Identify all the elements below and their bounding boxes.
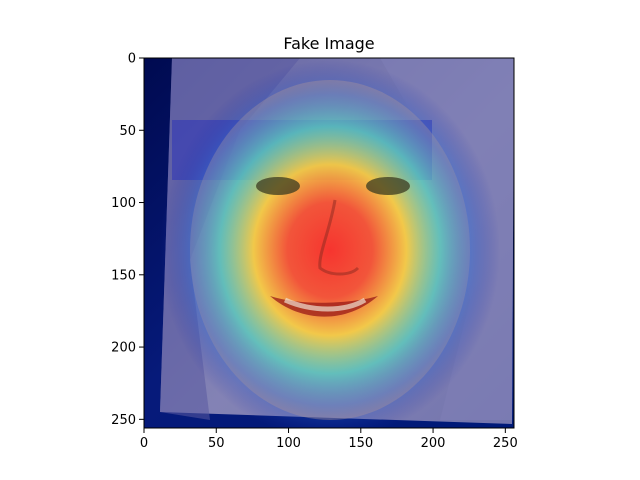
x-tick-label: 0 <box>140 436 148 451</box>
nose <box>318 199 360 276</box>
y-axis-ticks: 0 50 100 150 200 250 <box>111 52 144 428</box>
axes-frame <box>143 57 515 429</box>
x-tick-label: 100 <box>276 436 301 451</box>
heatmap-overlay <box>160 60 500 428</box>
y-tick-label: 0 <box>128 52 136 67</box>
left-eye <box>256 177 300 195</box>
y-tick-label: 50 <box>119 124 136 139</box>
chart-title: Fake Image <box>283 34 374 53</box>
y-tick-label: 250 <box>111 413 136 428</box>
x-tick-label: 250 <box>493 436 518 451</box>
teeth <box>283 297 367 312</box>
mouth <box>270 296 378 317</box>
right-eye <box>366 177 410 195</box>
x-tick-label: 200 <box>421 436 446 451</box>
x-tick-label: 50 <box>208 436 225 451</box>
x-tick-label: 150 <box>348 436 373 451</box>
axes-area <box>144 58 514 428</box>
y-tick-label: 200 <box>111 341 136 356</box>
x-axis-ticks: 0 50 100 150 200 250 <box>140 428 518 451</box>
y-tick-label: 100 <box>111 196 136 211</box>
y-tick-label: 150 <box>111 268 136 283</box>
